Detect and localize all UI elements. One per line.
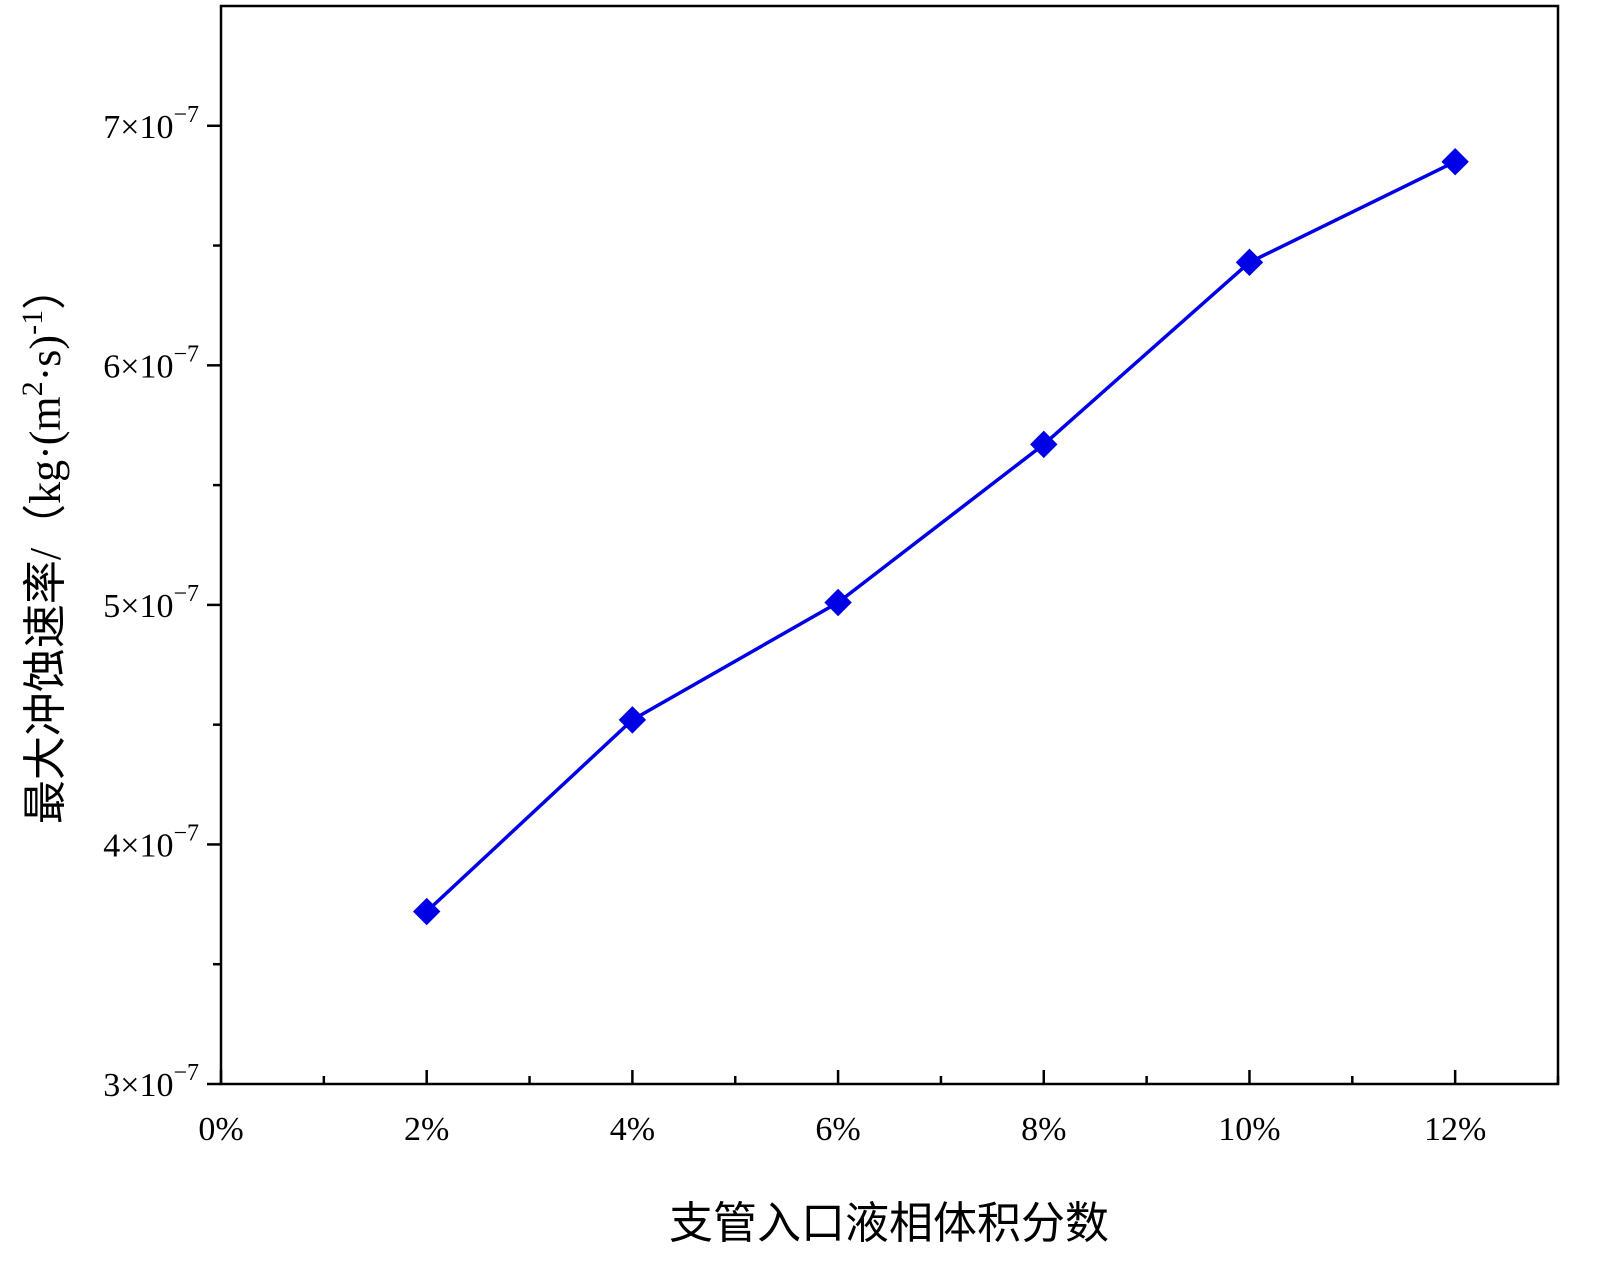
x-tick-label: 2% bbox=[404, 1111, 449, 1148]
y-tick-label: 4×10−7 bbox=[103, 820, 199, 864]
y-axis-title-end: ） bbox=[21, 266, 70, 310]
y-tick-label-mantissa: 6×10 bbox=[103, 348, 173, 385]
y-axis-title-sup1: 2 bbox=[16, 381, 49, 396]
ticks-layer bbox=[207, 124, 1560, 1086]
y-tick-label-mantissa: 3×10 bbox=[103, 1067, 173, 1104]
y-tick-label-mantissa: 4×10 bbox=[103, 827, 173, 864]
series-line bbox=[425, 160, 1456, 913]
x-tick-label: 6% bbox=[815, 1111, 860, 1148]
plot-frame bbox=[219, 4, 1560, 1086]
data-point-marker bbox=[1030, 430, 1058, 459]
data-point-marker bbox=[1441, 148, 1469, 176]
x-axis-title: 支管入口液相体积分数 bbox=[669, 1199, 1109, 1248]
data-point-marker bbox=[824, 588, 852, 617]
y-tick-label-mantissa: 5×10 bbox=[103, 588, 173, 625]
series-layer bbox=[412, 148, 1469, 926]
y-tick-label-exponent: −7 bbox=[173, 102, 199, 128]
y-tick-label: 3×10−7 bbox=[103, 1060, 199, 1104]
x-tick-label: 10% bbox=[1218, 1111, 1280, 1148]
x-tick-label: 8% bbox=[1021, 1111, 1066, 1148]
labels-layer: 0% 2% 4% 6% 8% 10% 12%3×10−74×10−75×10−76×10−7… bbox=[103, 102, 1486, 1148]
y-tick-label-exponent: −7 bbox=[173, 820, 199, 846]
y-axis-title-sup2: -1 bbox=[16, 310, 49, 335]
y-tick-label: 6×10−7 bbox=[103, 341, 199, 385]
y-tick-label-exponent: −7 bbox=[173, 581, 199, 607]
data-point-marker bbox=[618, 706, 647, 734]
y-tick-label-exponent: −7 bbox=[173, 341, 199, 367]
data-point-marker bbox=[1235, 248, 1264, 277]
y-axis-title: 最大冲蚀速率/（kg·(m2·s)-1） bbox=[16, 266, 70, 824]
x-tick-label: 0% bbox=[198, 1111, 243, 1148]
y-axis-title-main: 最大冲蚀速率/（kg·(m bbox=[21, 396, 70, 824]
y-tick-label-exponent: −7 bbox=[173, 1060, 199, 1086]
y-tick-label: 5×10−7 bbox=[103, 581, 199, 625]
data-point-marker bbox=[412, 897, 441, 926]
y-tick-label: 7×10−7 bbox=[103, 102, 199, 146]
y-axis-title-mid: ·s) bbox=[21, 335, 70, 381]
y-tick-label-mantissa: 7×10 bbox=[103, 109, 173, 146]
x-tick-label: 12% bbox=[1424, 1111, 1486, 1148]
x-tick-label: 4% bbox=[610, 1111, 655, 1148]
